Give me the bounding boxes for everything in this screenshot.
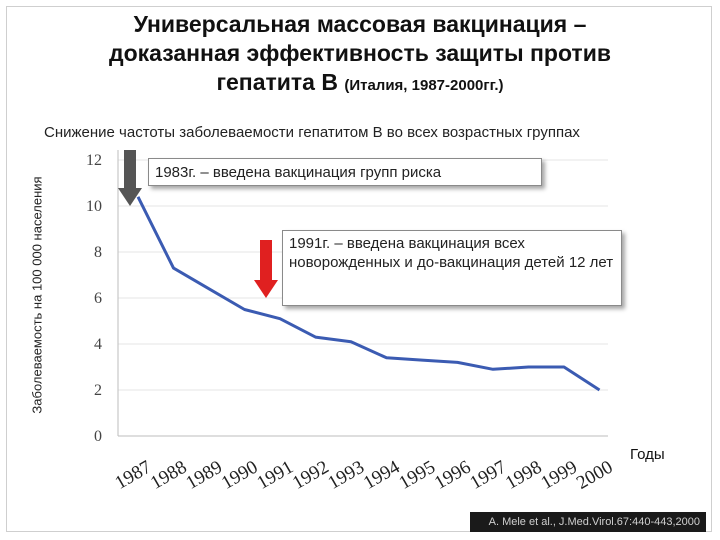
y-tick-label: 0 [94,428,102,445]
annotation-1983: 1983г. – введена вакцинация групп риска [148,158,542,186]
slide-title: Универсальная массовая вакцинация – дока… [20,10,700,100]
arrow-1983-shaft [124,150,136,188]
annotation-1991: 1991г. – введена вакцинация всех новорож… [282,230,622,306]
y-tick-label: 12 [86,152,102,169]
incidence-line [136,196,601,392]
y-tick-labels: 0 2 4 6 8 10 12 [86,152,102,445]
title-line-2: доказанная эффективность защиты против [109,40,611,66]
title-disease: гепатита В [216,69,338,95]
x-tick-labels: 1987198819891990199119921993199419951996… [112,456,617,493]
y-tick-label: 10 [86,198,102,215]
arrow-1991 [254,240,278,298]
title-line-3: гепатита В (Италия, 1987-2000гг.) [20,68,700,100]
x-tick-label: 2000 [573,457,616,494]
source-citation: A. Mele et al., J.Med.Virol.67:440-443,2… [470,512,706,532]
annotation-arrows [118,150,278,298]
arrow-1983-head [118,188,142,206]
arrow-1983 [118,150,142,206]
y-tick-label: 8 [94,244,102,261]
arrow-1991-shaft [260,240,272,280]
title-line-1: Универсальная массовая вакцинация – [133,11,587,37]
slide-frame [6,6,712,532]
chart-subtitle: Снижение частоты заболеваемости гепатито… [44,124,580,141]
y-tick-label: 4 [94,336,102,353]
x-axis-label: Годы [630,446,665,463]
y-tick-label: 6 [94,290,102,307]
y-tick-label: 2 [94,382,102,399]
title-period: (Италия, 1987-2000гг.) [344,77,504,94]
arrow-1991-head [254,280,278,298]
